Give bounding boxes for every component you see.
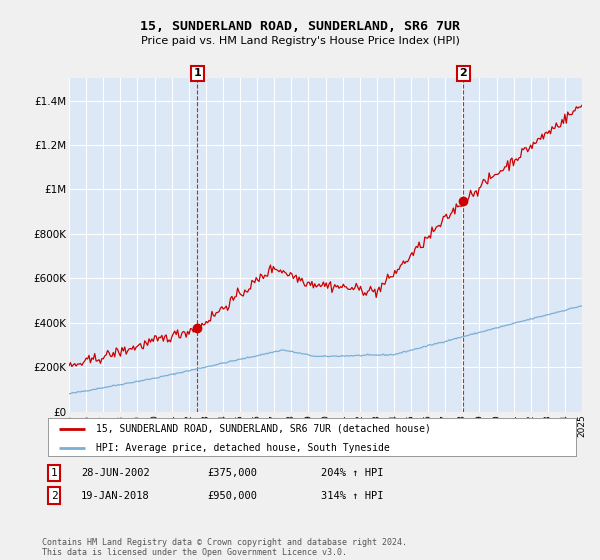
Text: 1: 1 xyxy=(193,68,201,78)
Text: 2: 2 xyxy=(50,491,58,501)
Text: £950,000: £950,000 xyxy=(207,491,257,501)
Text: 15, SUNDERLAND ROAD, SUNDERLAND, SR6 7UR: 15, SUNDERLAND ROAD, SUNDERLAND, SR6 7UR xyxy=(140,20,460,32)
Text: 19-JAN-2018: 19-JAN-2018 xyxy=(81,491,150,501)
Text: £375,000: £375,000 xyxy=(207,468,257,478)
Text: 15, SUNDERLAND ROAD, SUNDERLAND, SR6 7UR (detached house): 15, SUNDERLAND ROAD, SUNDERLAND, SR6 7UR… xyxy=(95,424,430,434)
Text: 1: 1 xyxy=(50,468,58,478)
Text: 314% ↑ HPI: 314% ↑ HPI xyxy=(321,491,383,501)
Text: HPI: Average price, detached house, South Tyneside: HPI: Average price, detached house, Sout… xyxy=(95,443,389,453)
Text: Price paid vs. HM Land Registry's House Price Index (HPI): Price paid vs. HM Land Registry's House … xyxy=(140,36,460,46)
Text: 28-JUN-2002: 28-JUN-2002 xyxy=(81,468,150,478)
Text: 2: 2 xyxy=(460,68,467,78)
Text: Contains HM Land Registry data © Crown copyright and database right 2024.
This d: Contains HM Land Registry data © Crown c… xyxy=(42,538,407,557)
Text: 204% ↑ HPI: 204% ↑ HPI xyxy=(321,468,383,478)
